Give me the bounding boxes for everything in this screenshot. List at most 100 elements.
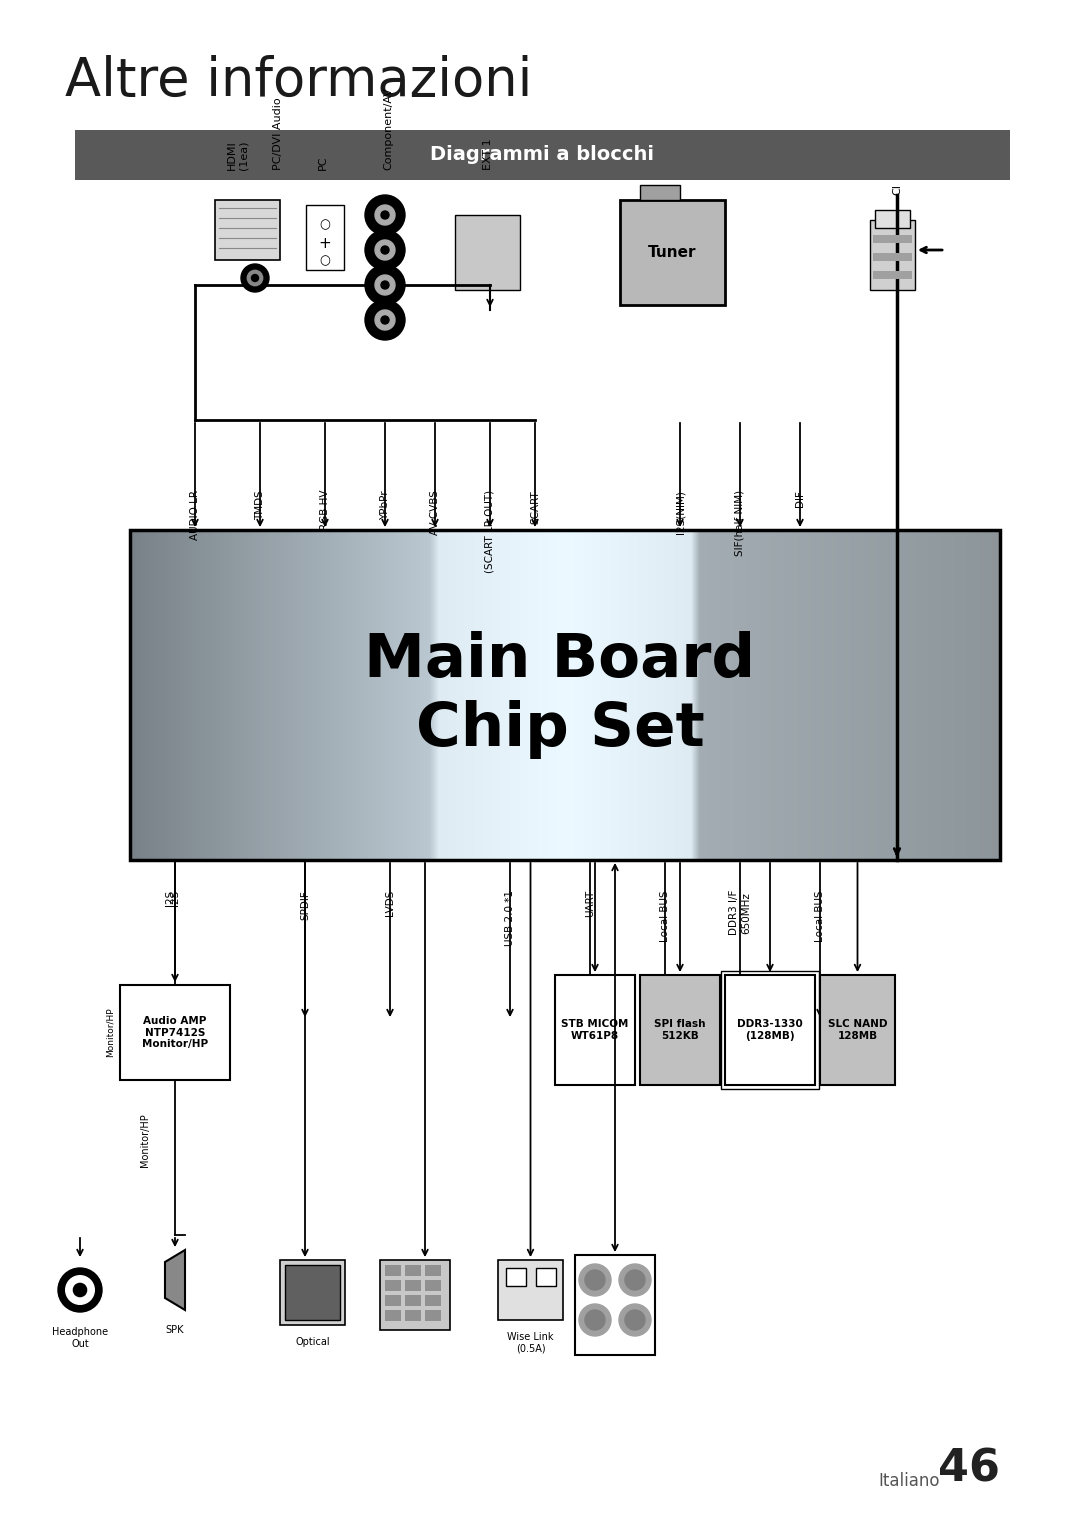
Bar [120,985,230,1080]
Text: I2S: I2S [165,890,175,907]
Text: USB 2.0 *1: USB 2.0 *1 [505,890,515,946]
Circle shape [375,239,395,259]
Circle shape [375,310,395,330]
Bar [873,235,912,242]
Text: DDR3 I/F
650MHz: DDR3 I/F 650MHz [729,890,751,936]
Bar [405,1279,421,1292]
Circle shape [365,230,405,270]
Circle shape [58,1269,102,1312]
Bar [875,210,910,229]
Text: SPI flash
512KB: SPI flash 512KB [654,1019,705,1040]
Bar [820,976,895,1085]
Text: Main Board
Chip Set: Main Board Chip Set [364,632,756,759]
Circle shape [381,212,389,219]
Text: Optical: Optical [295,1338,329,1347]
Text: Monitor/HP: Monitor/HP [106,1008,114,1057]
Bar [384,1310,401,1321]
Circle shape [375,206,395,225]
Text: SCART: SCART [530,489,540,523]
Bar [426,1266,441,1276]
Circle shape [365,301,405,341]
Text: Tuner: Tuner [648,245,697,259]
Text: 46: 46 [939,1447,1000,1490]
Circle shape [241,264,269,291]
Bar [426,1295,441,1305]
Bar [75,130,1010,179]
Bar [725,976,815,1085]
Text: Altre informazioni: Altre informazioni [65,55,532,107]
Circle shape [66,1276,94,1304]
Bar [405,1266,421,1276]
Bar [640,186,680,199]
Bar [130,531,1000,861]
Text: ○: ○ [320,218,330,232]
Text: AV CVBS: AV CVBS [430,489,440,535]
Bar [426,1279,441,1292]
Polygon shape [165,1250,185,1310]
Bar [507,1269,526,1285]
Bar [873,272,912,279]
Text: ○: ○ [320,253,330,267]
Bar [384,1279,401,1292]
Text: Headphone
Out: Headphone Out [52,1327,108,1348]
Circle shape [585,1270,605,1290]
Text: UART: UART [585,890,595,917]
Circle shape [73,1284,86,1296]
Text: Local BUS: Local BUS [815,890,825,942]
Text: SPDIF: SPDIF [300,890,310,920]
Bar [215,199,280,259]
Circle shape [625,1310,645,1330]
Circle shape [579,1304,611,1336]
Circle shape [247,270,262,285]
Bar [384,1295,401,1305]
Text: EXT 1: EXT 1 [483,138,492,170]
Text: Monitor/HP: Monitor/HP [140,1114,150,1167]
Circle shape [619,1264,651,1296]
Text: I2S: I2S [170,890,180,907]
Text: STB MICOM
WT61P8: STB MICOM WT61P8 [562,1019,629,1040]
Text: Local BUS: Local BUS [660,890,670,942]
Circle shape [619,1304,651,1336]
Circle shape [375,275,395,295]
Circle shape [365,195,405,235]
Bar [405,1295,421,1305]
Bar [426,1310,441,1321]
Text: I2S(NIM): I2S(NIM) [675,489,685,534]
Text: AUDIO LR: AUDIO LR [190,489,200,540]
Bar [306,206,345,270]
Circle shape [585,1310,605,1330]
Circle shape [365,265,405,305]
Text: YPbPr: YPbPr [380,489,390,520]
Text: SPK: SPK [165,1325,185,1335]
Bar [536,1269,556,1285]
Text: CI: CI [892,184,902,195]
Bar [455,215,519,290]
Text: TMDS: TMDS [255,489,265,520]
Bar [555,976,635,1085]
Bar [280,1259,345,1325]
Circle shape [381,245,389,255]
Bar [384,1266,401,1276]
Bar [620,199,725,305]
Text: Component/AV: Component/AV [383,87,393,170]
Text: SLC NAND
128MB: SLC NAND 128MB [827,1019,888,1040]
Text: (SCART LR OUT): (SCART LR OUT) [485,489,495,574]
Text: Audio AMP
NTP7412S
Monitor/HP: Audio AMP NTP7412S Monitor/HP [141,1016,208,1049]
Text: Italiano: Italiano [878,1473,940,1490]
Circle shape [579,1264,611,1296]
Bar [575,1255,654,1355]
Text: PC/DVI Audio: PC/DVI Audio [273,97,283,170]
Bar [285,1266,340,1319]
Text: RGB HV: RGB HV [320,489,330,531]
Text: Wise Link
(0.5A): Wise Link (0.5A) [508,1332,554,1353]
Bar [721,971,819,1089]
Bar [640,976,720,1085]
Bar [405,1310,421,1321]
Circle shape [625,1270,645,1290]
Text: LVDS: LVDS [384,890,395,916]
Text: DIF: DIF [795,489,805,506]
Circle shape [381,281,389,288]
Text: Diagrammi a blocchi: Diagrammi a blocchi [431,146,654,164]
Text: DDR3-1330
(128MB): DDR3-1330 (128MB) [738,1019,802,1040]
Text: SIF(half NIM): SIF(half NIM) [735,489,745,557]
